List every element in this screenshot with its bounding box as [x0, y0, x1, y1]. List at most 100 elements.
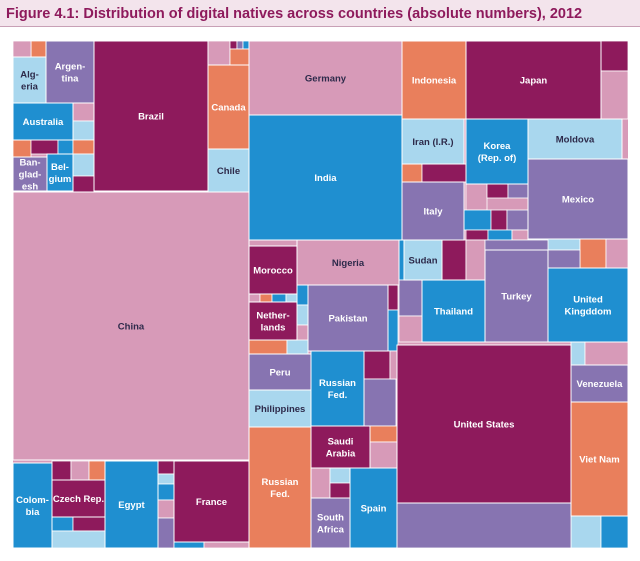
tile-label-line: Iran (I.R.) [412, 137, 453, 148]
tile-turkey: Turkey [484, 249, 549, 343]
tile-rect [421, 279, 486, 343]
tile-label-line: Nether- [256, 310, 289, 321]
tile-label-line: Saudi [328, 436, 354, 447]
tile-mexico: Mexico [527, 158, 629, 240]
tile-label: United States [454, 419, 515, 430]
tile-egypt: Egypt [104, 460, 159, 549]
tile-label-line: Brazil [138, 111, 164, 122]
small-tile [421, 163, 467, 183]
tile-label: Iran (I.R.) [412, 137, 453, 148]
tile-label-line: Alg- [20, 69, 38, 80]
small-tile [51, 460, 72, 481]
tile-venezuela: Venezuela [570, 364, 629, 403]
tile-label-line: bia [26, 507, 40, 518]
tile-label: China [118, 321, 145, 332]
tile-peru: Peru [248, 353, 312, 391]
tile-label: South Africa [317, 512, 345, 535]
tile-label-line: Venezuela [577, 379, 624, 390]
tile-nigeria: Nigeria [296, 239, 400, 286]
tile-label: Czech Rep. [53, 494, 104, 505]
tile-label: Saudi Arabia [326, 436, 356, 459]
tile-label-line: Japan [520, 75, 548, 86]
tile-label: France [196, 497, 227, 508]
small-tile [511, 229, 529, 241]
tile-label-line: Sudan [408, 255, 437, 266]
tile-label: Russian Fed. [319, 378, 356, 401]
small-tile [203, 541, 250, 549]
tile-label: India [314, 173, 337, 184]
small-tile [490, 209, 508, 231]
tile-viet-nam: Viet Nam [570, 401, 629, 517]
small-tile [207, 40, 231, 66]
tile-netherlands: Nether-lands [248, 301, 298, 341]
tile-rect [465, 118, 529, 185]
tile-bangladesh: Ban-glad-esh [12, 156, 48, 192]
tile-rect [12, 462, 53, 549]
tile-south-africa: South Africa [310, 497, 351, 549]
small-tile [329, 467, 351, 484]
tile-rect [104, 460, 159, 549]
tile-china: China [12, 191, 250, 461]
tile-label-line: (Rep. of) [478, 153, 517, 164]
small-tile [157, 460, 175, 475]
tile-label-line: France [196, 497, 227, 508]
tile-label-line: Moldova [556, 134, 595, 145]
tile-label-line: glad- [19, 169, 42, 180]
small-tile [12, 40, 32, 58]
tile-label-line: China [118, 321, 145, 332]
small-tile [570, 515, 602, 549]
tile-united-kingdom: United Kingddom [547, 267, 629, 343]
tile-label-line: Bel- [51, 162, 69, 173]
tile-japan: Japan [465, 40, 602, 120]
small-tile [157, 499, 175, 519]
small-tile [72, 516, 106, 532]
small-tile [369, 441, 398, 469]
tile-label: Indonesia [412, 75, 457, 86]
tile-label: Turkey [501, 291, 532, 302]
small-tile [236, 40, 244, 50]
tile-russian-fed: Russian Fed. [310, 350, 365, 427]
small-tile [389, 350, 398, 380]
tile-label: Brazil [138, 111, 164, 122]
tile-label-line: Germany [305, 73, 347, 84]
tile-brazil: Brazil [93, 40, 209, 192]
small-tile [157, 473, 175, 485]
tile-label: United Kingddom [565, 294, 612, 317]
tile-thailand: Thailand [421, 279, 486, 343]
tile-rect [349, 467, 398, 549]
small-tile [242, 40, 250, 50]
small-tile [387, 284, 399, 311]
tile-rect [12, 56, 47, 104]
tile-rect [296, 239, 400, 286]
tile-label: Canada [211, 102, 246, 113]
tile-label-line: Turkey [501, 291, 532, 302]
small-tile [507, 183, 529, 199]
small-tile [286, 339, 309, 355]
small-tile [398, 315, 423, 343]
tile-algeria: Alg-eria [12, 56, 47, 104]
small-tile [605, 238, 629, 269]
tile-label-line: Thailand [434, 306, 473, 317]
tile-colombia: Colom-bia [12, 462, 53, 549]
small-tile [487, 229, 513, 241]
tile-rect [396, 344, 572, 504]
tile-spain: Spain [349, 467, 398, 549]
small-tile [484, 239, 549, 251]
title-divider [0, 26, 640, 27]
tile-label-line: India [314, 173, 337, 184]
tile-label-line: Canada [211, 102, 246, 113]
small-tile [329, 482, 351, 499]
tile-label-line: Fed. [328, 390, 348, 401]
tile-label-line: Spain [361, 503, 387, 514]
tile-morocco: Morocco [248, 245, 298, 295]
small-tile [296, 284, 309, 306]
small-tile [398, 279, 423, 317]
tile-label-line: Russian [319, 378, 356, 389]
tile-label-line: Africa [317, 524, 345, 535]
small-tile [363, 378, 397, 427]
small-tile [51, 516, 74, 532]
tile-label: Bel-gium [49, 162, 72, 185]
tile-label: Ban-glad-esh [19, 157, 42, 192]
tile-label: Germany [305, 73, 347, 84]
